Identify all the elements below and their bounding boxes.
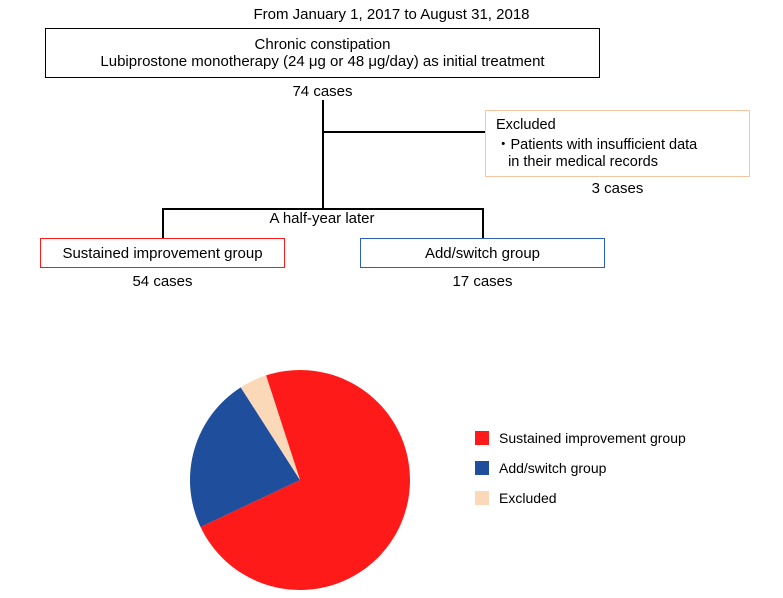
- legend-swatch: [475, 461, 489, 475]
- legend-item: Add/switch group: [475, 460, 686, 476]
- legend-label: Add/switch group: [499, 460, 606, 476]
- pie-legend: Sustained improvement group Add/switch gr…: [475, 430, 686, 520]
- legend-label: Sustained improvement group: [499, 430, 686, 446]
- legend-swatch: [475, 491, 489, 505]
- legend-item: Excluded: [475, 490, 686, 506]
- legend-label: Excluded: [499, 490, 557, 506]
- legend-item: Sustained improvement group: [475, 430, 686, 446]
- legend-swatch: [475, 431, 489, 445]
